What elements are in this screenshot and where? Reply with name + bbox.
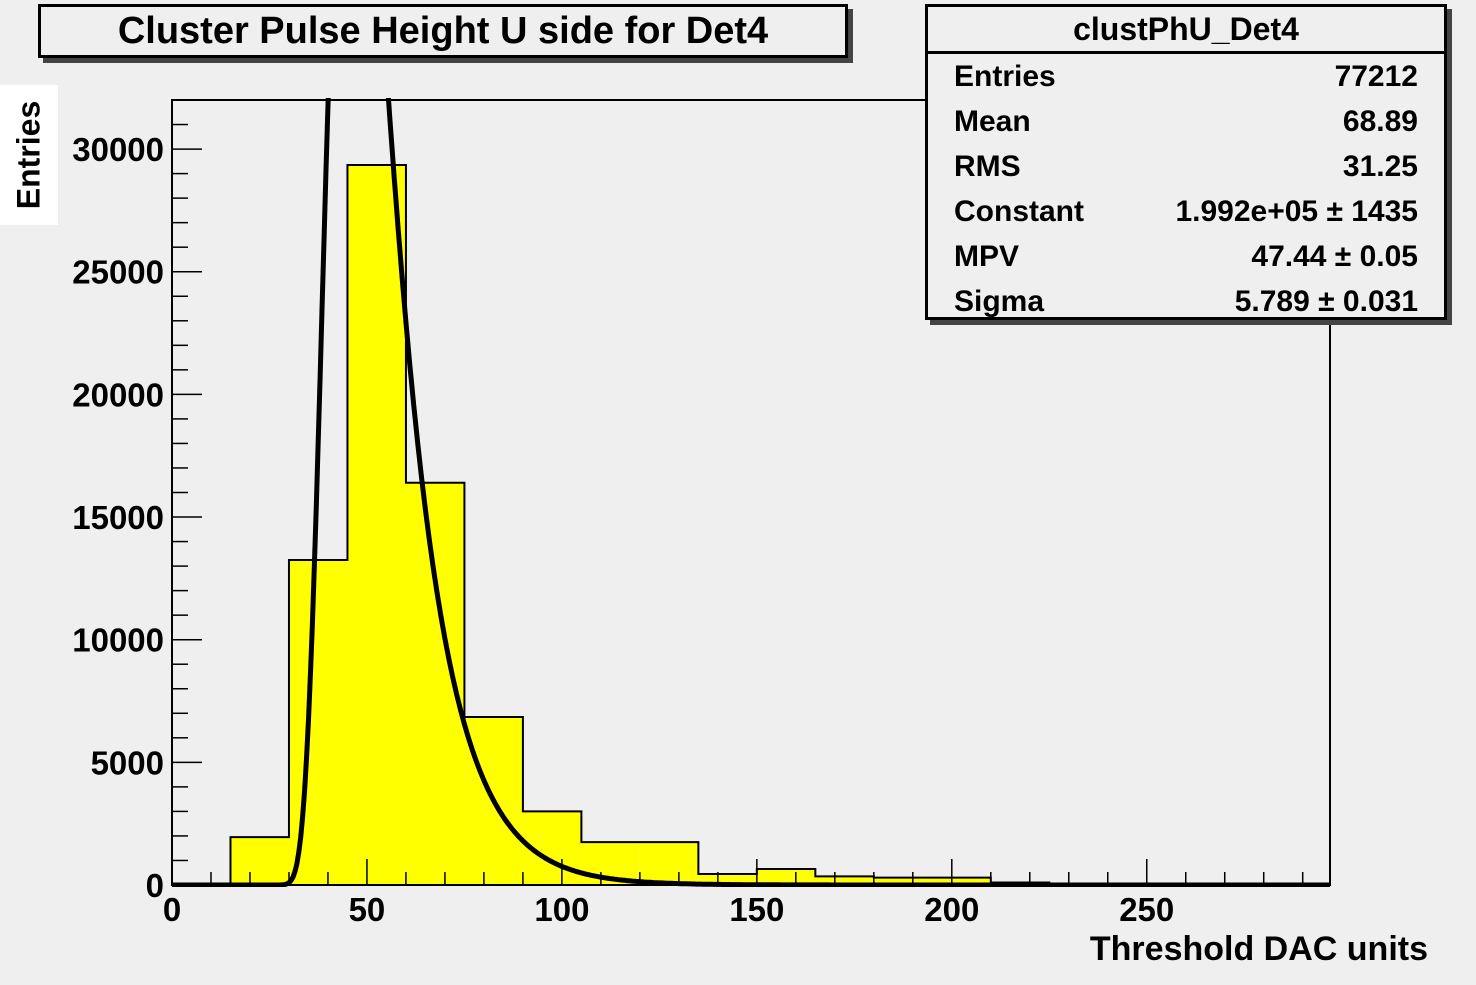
stats-label: Mean [954, 104, 1031, 138]
x-tick-label: 50 [349, 891, 386, 928]
histogram-bar [698, 873, 757, 885]
y-axis-label: Entries [10, 100, 47, 210]
x-tick-label: 250 [1119, 891, 1174, 928]
stats-value: 47.44 ± 0.05 [1251, 239, 1418, 273]
stats-value: 5.789 ± 0.031 [1234, 284, 1418, 318]
stats-value: 68.89 [1342, 104, 1418, 138]
stats-label: Entries [954, 59, 1056, 93]
x-tick-label: 150 [729, 891, 784, 928]
stats-box: clustPhU_Det4 Entries 77212 Mean 68.89 R… [925, 4, 1447, 320]
x-axis-label: Threshold DAC units [1089, 930, 1428, 968]
histogram-bar [230, 837, 289, 885]
histogram-bar [815, 876, 874, 885]
stats-row: Mean 68.89 [928, 99, 1444, 144]
stats-title: clustPhU_Det4 [928, 7, 1444, 54]
stats-row: Entries 77212 [928, 54, 1444, 99]
histogram-bar [932, 877, 991, 885]
histogram-bar [347, 165, 406, 885]
stats-label: Constant [954, 194, 1084, 228]
histogram-bar [873, 877, 933, 885]
x-tick-label: 200 [924, 891, 979, 928]
y-tick-label: 30000 [72, 131, 164, 168]
stats-label: RMS [954, 149, 1021, 183]
histogram-bar [756, 869, 816, 885]
stats-row: Sigma 5.789 ± 0.031 [928, 279, 1444, 324]
stats-value: 31.25 [1342, 149, 1418, 183]
y-axis-label-box: Entries [0, 85, 58, 225]
y-tick-label: 10000 [72, 622, 164, 659]
y-tick-label: 0 [146, 867, 164, 904]
stats-value: 1.992e+05 ± 1435 [1175, 194, 1418, 228]
x-tick-label: 100 [534, 891, 589, 928]
histogram-bar [639, 842, 699, 885]
stats-label: Sigma [954, 284, 1045, 318]
stats-value: 77212 [1334, 59, 1418, 93]
chart-title: Cluster Pulse Height U side for Det4 [38, 4, 848, 58]
y-tick-label: 15000 [72, 499, 164, 536]
stats-row: MPV 47.44 ± 0.05 [928, 234, 1444, 279]
y-tick-label: 25000 [72, 254, 164, 291]
y-tick-label: 5000 [91, 744, 164, 781]
x-tick-label: 0 [163, 891, 181, 928]
stats-row: RMS 31.25 [928, 144, 1444, 189]
stats-row: Constant 1.992e+05 ± 1435 [928, 189, 1444, 234]
histogram-bar [288, 559, 348, 885]
y-tick-label: 20000 [72, 376, 164, 413]
stats-label: MPV [954, 239, 1020, 273]
